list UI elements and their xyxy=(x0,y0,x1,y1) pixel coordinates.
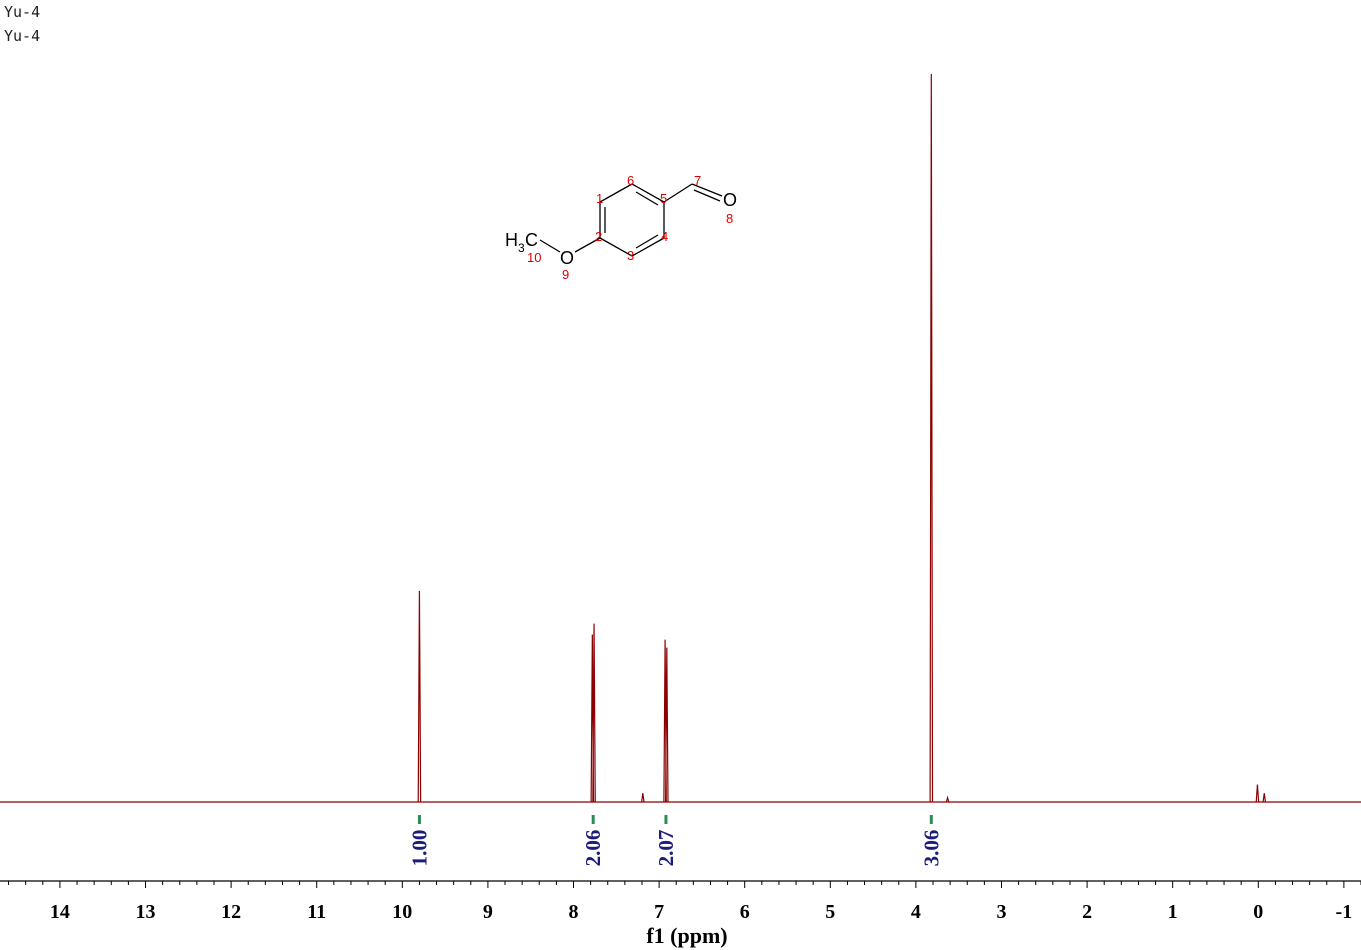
peak-5 xyxy=(665,647,669,803)
molecule-structure: H 3 C O O 1 2 3 4 5 6 7 8 9 10 xyxy=(505,173,737,282)
peak-2 xyxy=(592,623,596,803)
integral-label-2: 2.07 xyxy=(654,830,678,867)
atom-number-8: 8 xyxy=(726,211,733,226)
x-tick-label-5: 5 xyxy=(825,901,835,923)
integral-label-3: 3.06 xyxy=(919,830,943,867)
atom-number-3: 3 xyxy=(627,248,634,263)
x-axis-title: f1 (ppm) xyxy=(646,923,727,948)
peak-7 xyxy=(945,795,950,803)
methyl-h: H xyxy=(505,230,518,250)
peak-8 xyxy=(1255,784,1260,803)
atom-number-7: 7 xyxy=(694,173,701,188)
peak-9 xyxy=(1262,793,1267,803)
atom-number-6: 6 xyxy=(627,173,634,188)
x-tick-label-14: 14 xyxy=(50,901,70,923)
x-tick-label-13: 13 xyxy=(136,901,156,923)
atom-number-4: 4 xyxy=(661,229,668,244)
peaks-layer xyxy=(417,73,1267,803)
x-tick-label-6: 6 xyxy=(740,901,750,923)
peak-3 xyxy=(641,793,645,803)
atom-number-5: 5 xyxy=(660,191,667,206)
x-tick-label-4: 4 xyxy=(911,901,921,923)
x-tick-label-7: 7 xyxy=(654,901,664,923)
atom-number-1: 1 xyxy=(596,191,603,206)
sample-name-line-1: Yu-4 xyxy=(4,3,41,21)
x-tick-label--1: -1 xyxy=(1336,901,1353,923)
atom-number-2: 2 xyxy=(595,229,602,244)
peak-6 xyxy=(929,73,934,803)
integral-label-1: 2.06 xyxy=(581,830,605,867)
x-tick-label-10: 10 xyxy=(392,901,412,923)
x-tick-label-11: 11 xyxy=(307,901,326,923)
x-tick-label-9: 9 xyxy=(483,901,493,923)
integral-label-0: 1.00 xyxy=(407,830,431,867)
atom-number-10: 10 xyxy=(527,250,541,265)
x-tick-label-0: 0 xyxy=(1253,901,1263,923)
x-tick-label-1: 1 xyxy=(1168,901,1178,923)
x-axis-ticks: 14 13 12 11 10 9 8 7 6 5 4 3 2 1 0 -1 xyxy=(8,881,1361,923)
methyl-subscript: 3 xyxy=(518,241,525,255)
methyl-c: C xyxy=(525,230,538,250)
x-tick-label-12: 12 xyxy=(221,901,241,923)
peak-0 xyxy=(417,590,422,803)
x-tick-label-3: 3 xyxy=(996,901,1006,923)
ether-oxygen: O xyxy=(560,248,574,268)
integral-layer: 1.00 2.06 2.07 3.06 xyxy=(407,815,943,866)
sample-name-line-2: Yu-4 xyxy=(4,27,41,45)
carbonyl-oxygen: O xyxy=(723,190,737,210)
x-tick-label-2: 2 xyxy=(1082,901,1092,923)
atom-number-9: 9 xyxy=(562,267,569,282)
x-tick-label-8: 8 xyxy=(569,901,579,923)
